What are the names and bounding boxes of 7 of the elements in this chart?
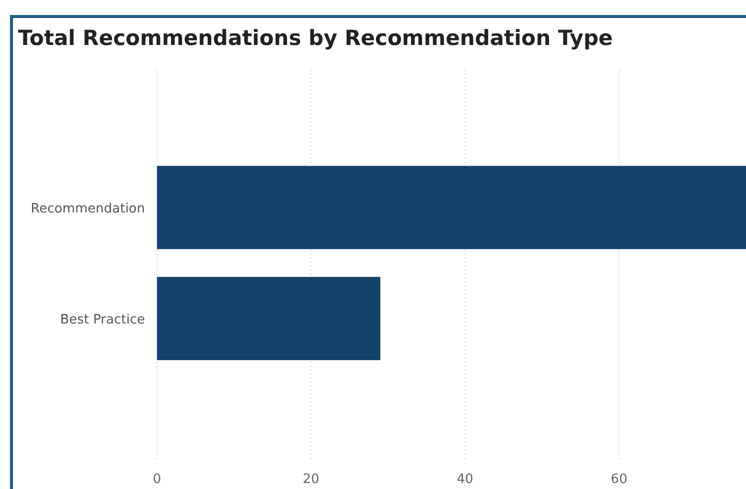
x-tick-label: 60 [610, 472, 628, 487]
x-tick-label: 40 [456, 472, 474, 487]
y-tick-label: Recommendation [30, 202, 145, 216]
x-tick-label: 20 [302, 472, 320, 487]
y-tick-label: Best Practice [60, 312, 145, 328]
x-tick-label: 0 [152, 472, 162, 487]
chart-title: Total Recommendations by Recommendation Type [18, 26, 613, 50]
